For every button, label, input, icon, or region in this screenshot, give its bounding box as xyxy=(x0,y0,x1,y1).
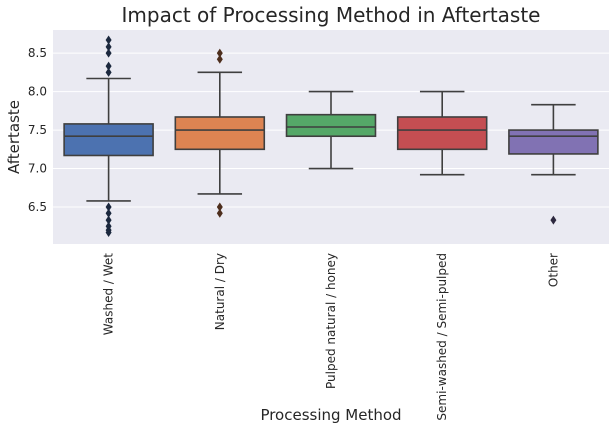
x-tick-label: Semi-washed / Semi-pulped xyxy=(435,253,449,421)
outlier-point xyxy=(105,202,112,212)
box-group xyxy=(508,103,599,225)
outlier-point xyxy=(105,215,112,225)
outlier-point xyxy=(105,221,112,231)
box-iqr xyxy=(396,116,488,151)
y-tick-label: 7.0 xyxy=(28,162,47,176)
y-axis-label: Aftertaste xyxy=(5,100,23,174)
y-tick-label: 6.5 xyxy=(28,200,47,214)
y-tick-label: 7.5 xyxy=(28,123,47,137)
outlier-point xyxy=(105,61,112,71)
box-group xyxy=(174,48,266,218)
outlier-point xyxy=(216,202,223,212)
outlier-point xyxy=(105,48,112,58)
outlier-point xyxy=(105,35,112,45)
outlier-point xyxy=(105,208,112,218)
outlier-point xyxy=(216,54,223,64)
box-iqr xyxy=(174,116,266,151)
x-axis-ticks: Washed / Wet Natural / Dry Pulped natural … xyxy=(102,253,561,421)
box-group xyxy=(285,90,377,170)
outlier-point xyxy=(216,208,223,218)
x-tick-label: Pulped natural / honey xyxy=(324,253,338,389)
y-tick-label: 8.5 xyxy=(28,46,47,60)
box-iqr xyxy=(285,113,377,138)
x-tick-label: Washed / Wet xyxy=(102,253,116,336)
y-tick-label: 8.0 xyxy=(28,85,47,99)
boxplot-series xyxy=(63,35,599,237)
x-tick-label: Other xyxy=(546,253,560,287)
box-iqr xyxy=(508,129,599,155)
outlier-point xyxy=(105,67,112,77)
box-group xyxy=(396,90,488,176)
outlier-point xyxy=(105,42,112,52)
y-axis-ticks: 6.5 7.0 7.5 8.0 8.5 xyxy=(28,46,47,214)
box-iqr xyxy=(63,123,154,157)
x-axis-label: Processing Method xyxy=(260,406,401,424)
box-group xyxy=(63,35,154,237)
chart-title: Impact of Processing Method in Aftertast… xyxy=(122,3,541,27)
x-tick-label: Natural / Dry xyxy=(213,253,227,330)
outlier-point xyxy=(550,215,557,225)
outlier-point xyxy=(216,48,223,58)
